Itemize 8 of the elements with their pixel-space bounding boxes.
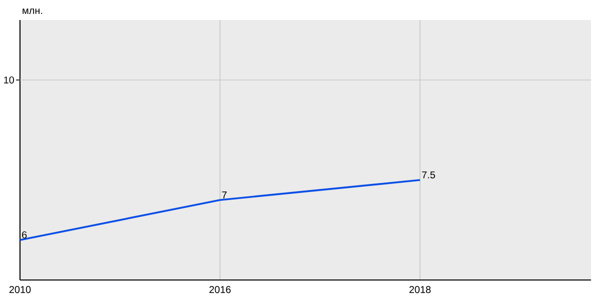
x-tick-label: 2016: [209, 286, 231, 294]
ref-line-label: 10: [4, 76, 14, 84]
data-label: 7: [222, 192, 227, 198]
x-tick-label: 2010: [9, 286, 31, 294]
data-label: 7.5: [422, 171, 436, 178]
y-axis-title: млн.: [22, 8, 42, 14]
x-tick-label: 2018: [409, 286, 431, 294]
data-label: 6: [22, 231, 27, 238]
